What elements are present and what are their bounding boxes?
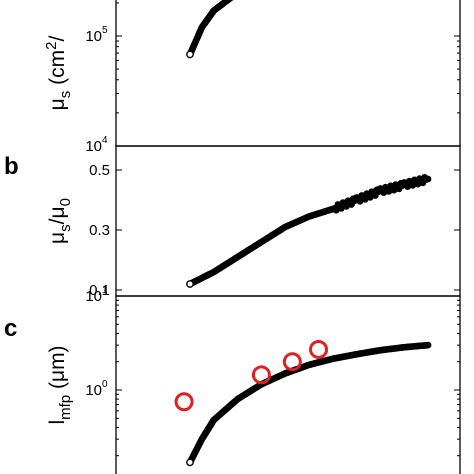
y-tick-label: 10 xyxy=(85,288,102,305)
data-point-marker xyxy=(251,365,271,385)
data-point xyxy=(186,458,194,467)
axis-frame xyxy=(115,0,461,147)
data-point xyxy=(424,175,432,183)
data-point-marker xyxy=(309,339,329,359)
y-axis-label: μs (cm2/ xyxy=(43,36,74,111)
y-tick-label: 10 xyxy=(85,28,102,45)
data-point xyxy=(229,0,234,1)
y-tick-label: 10 xyxy=(85,382,102,399)
y-tick-exponent: 5 xyxy=(102,25,108,36)
data-point-marker xyxy=(282,352,302,372)
series-0 xyxy=(186,173,432,288)
data-point xyxy=(186,280,194,288)
series-0 xyxy=(186,341,432,467)
series-1 xyxy=(174,339,329,412)
axis-frame xyxy=(115,145,461,297)
panel-label: c xyxy=(4,315,17,342)
y-tick-label: 0.1 xyxy=(89,282,110,299)
panel-b: 0.1 0.3 0.5 b μs/μ0 xyxy=(4,145,461,299)
y-tick-exponent: 0 xyxy=(102,379,108,390)
y-tick-label: 0.5 xyxy=(89,162,110,179)
panel-label: b xyxy=(4,153,19,180)
y-tick-exponent: 4 xyxy=(102,135,108,146)
y-tick-label: 10 xyxy=(85,138,102,155)
y-tick-exponent: 1 xyxy=(102,285,108,296)
data-point-marker xyxy=(174,392,194,412)
data-point xyxy=(186,50,194,59)
y-axis-label: lmfp (μm) xyxy=(46,345,74,424)
panel-c: 10-1100101clmfp (μm) xyxy=(4,285,461,474)
axis-frame xyxy=(115,295,461,474)
data-point xyxy=(424,341,432,349)
y-axis-label: μs/μ0 xyxy=(46,198,74,244)
y-tick-label: 0.3 xyxy=(89,222,110,239)
panel-a: 10 410 5μs (cm2/ xyxy=(43,0,461,155)
series-0 xyxy=(186,0,234,59)
